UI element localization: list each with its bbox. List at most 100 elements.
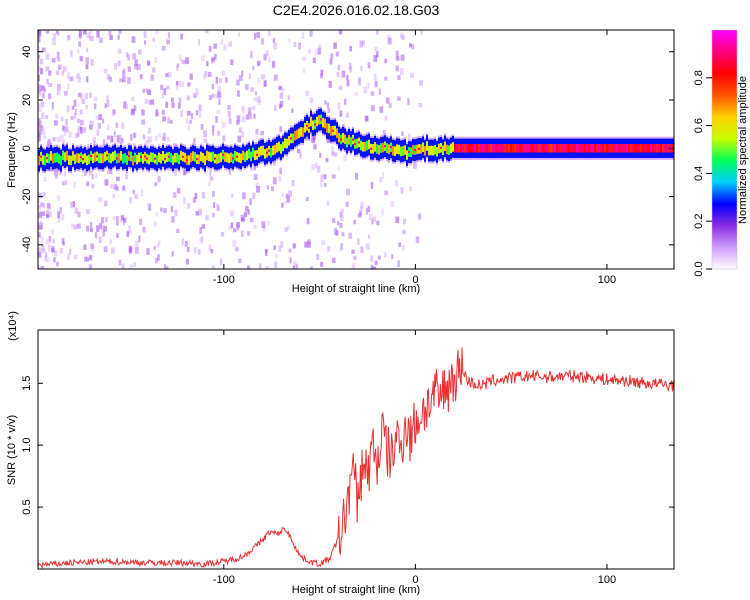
- spectrogram-ridge-core: [202, 152, 204, 163]
- spectrogram-ridge-core: [316, 116, 318, 127]
- spectrogram-noise-cell: [185, 258, 190, 265]
- snr-y-axis-title: SNR (10 * v/v): [6, 415, 18, 485]
- spectrogram-noise-cell: [73, 181, 76, 189]
- spectrogram-noise-cell: [265, 266, 270, 269]
- spectrogram-noise-cell: [70, 201, 73, 209]
- spectrogram-noise-cell: [109, 239, 113, 244]
- spectrogram-noise-cell: [302, 68, 306, 73]
- spectrogram-noise-cell: [259, 263, 262, 269]
- spectrogram-noise-cell: [175, 81, 178, 86]
- spectrogram-noise-cell: [131, 36, 136, 43]
- spectrogram-noise-cell: [309, 97, 314, 104]
- spectrogram-ridge-core: [198, 154, 200, 165]
- spectrogram-noise-cell: [214, 94, 219, 99]
- spectrogram-noise-cell: [208, 45, 212, 52]
- spectrogram-noise-cell: [420, 30, 424, 35]
- spectrogram-noise-cell: [60, 116, 64, 122]
- spectrogram-noise-cell: [374, 46, 378, 53]
- spectrogram-noise-cell: [293, 260, 297, 268]
- spectrogram-ridge-core: [264, 149, 266, 159]
- spectrogram-noise-cell: [112, 109, 116, 115]
- spectrogram-noise-cell: [74, 207, 78, 214]
- spectrogram-noise-cell: [153, 221, 158, 227]
- spectrogram-noise-cell: [118, 259, 122, 266]
- spectrogram-ridge-peak: [358, 141, 360, 144]
- spectrogram-noise-cell: [63, 171, 66, 177]
- spectrogram-ridge-core: [188, 155, 190, 165]
- colorbar-tick-label: 0.6: [693, 118, 705, 133]
- spectrogram-noise-cell: [40, 236, 44, 243]
- spectrogram-noise-cell: [113, 130, 116, 138]
- spectrogram-ridge-peak: [652, 147, 654, 150]
- spectrogram-ridge-peak: [584, 147, 586, 150]
- spectrogram-noise-cell: [248, 73, 252, 80]
- spectrogram-noise-cell: [225, 77, 228, 83]
- spectrogram-noise-cell: [345, 201, 349, 208]
- spectrogram-noise-cell: [127, 77, 131, 84]
- spectrogram-noise-cell: [328, 80, 332, 88]
- spectrogram-ridge-core: [246, 150, 248, 161]
- spectrogram-noise-cell: [78, 92, 82, 98]
- spectrogram-noise-cell: [238, 75, 243, 81]
- spectrogram-ridge-peak: [472, 147, 474, 150]
- spectrogram-ridge-core: [640, 144, 642, 153]
- spectrogram-noise-cell: [38, 74, 40, 82]
- spectrogram-ridge-core: [260, 146, 262, 156]
- spectrogram-noise-cell: [384, 252, 387, 258]
- spectrogram-ridge-core: [562, 144, 564, 153]
- spectrogram-ridge-peak: [644, 147, 646, 150]
- spectrogram-noise-cell: [213, 43, 218, 49]
- spectrogram-noise-cell: [143, 31, 147, 38]
- spectrogram-noise-cell: [252, 65, 255, 70]
- spectrogram-noise-cell: [346, 74, 349, 80]
- spectrogram-noise-cell: [211, 93, 215, 98]
- spectrogram-ridge-peak: [232, 157, 234, 160]
- spectrogram-noise-cell: [54, 250, 58, 257]
- snr-series: [38, 347, 674, 569]
- spectrogram-noise-cell: [284, 200, 288, 205]
- spectrogram-noise-cell: [54, 168, 58, 176]
- spectrogram-ridge-core: [664, 144, 666, 153]
- spectrogram-ridge-core: [150, 152, 152, 163]
- spectrogram-noise-cell: [67, 72, 71, 80]
- spectrogram-ridge-core: [660, 144, 662, 153]
- spectrogram-noise-cell: [318, 44, 322, 51]
- spectrogram-noise-cell: [64, 180, 68, 186]
- spectrogram-noise-cell: [272, 63, 276, 69]
- spectrogram-ridge-core: [476, 144, 478, 153]
- spectrogram-noise-cell: [250, 50, 253, 58]
- spectrogram-noise-cell: [59, 207, 62, 214]
- spectrogram-noise-cell: [398, 242, 402, 248]
- spectrogram-noise-cell: [218, 98, 221, 105]
- spectrogram-noise-cell: [175, 83, 179, 91]
- spectrogram-ridge-core: [262, 145, 264, 156]
- spectrogram-noise-cell: [167, 71, 172, 78]
- spectrogram-ridge-core: [92, 153, 94, 164]
- spectrogram-ridge-core: [180, 150, 182, 161]
- spectrogram-noise-cell: [231, 193, 234, 198]
- spectrogram-ridge-core: [298, 128, 300, 139]
- spectrogram-noise-cell: [321, 240, 326, 246]
- spectrogram-noise-cell: [110, 135, 114, 143]
- spectrogram-ridge-core: [386, 143, 388, 153]
- spectrogram-ridge-core: [88, 154, 90, 165]
- spectrogram-ridge-core: [114, 150, 116, 161]
- spectrogram-noise-cell: [138, 235, 141, 243]
- spectrogram-noise-cell: [379, 176, 383, 183]
- spectrogram-ridge-core: [606, 144, 608, 153]
- spectrogram-ridge-core: [64, 152, 66, 162]
- spectrogram-x-ticks: -100 0 100: [213, 30, 616, 286]
- spectrogram-noise-cell: [229, 210, 234, 217]
- spectrogram-ridge-core: [650, 144, 652, 153]
- spectrogram-ridge-core: [382, 142, 384, 153]
- spectrogram-ridge-core: [240, 153, 242, 164]
- spectrogram-ridge-core: [376, 144, 378, 154]
- spectrogram-noise-cell: [38, 132, 41, 138]
- spectrogram-noise-cell: [305, 196, 309, 201]
- spectrogram-noise-cell: [370, 265, 374, 269]
- spectrogram-noise-cell: [130, 134, 133, 141]
- spectrogram-ridge-peak: [548, 147, 550, 150]
- spectrogram-noise-cell: [201, 192, 206, 199]
- colorbar: 0.0 0.2 0.4 0.6 0.8 Normalized spectral ampl…: [693, 29, 749, 277]
